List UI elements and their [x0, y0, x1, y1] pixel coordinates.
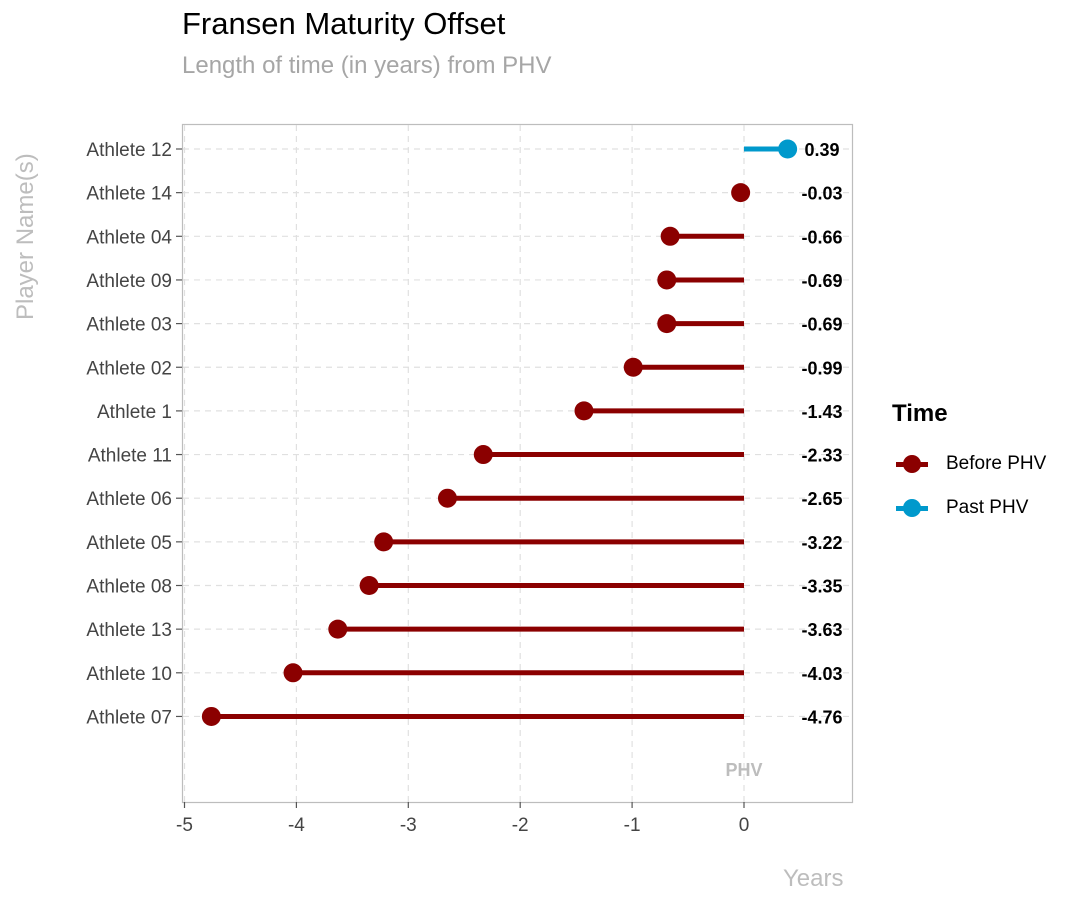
lollipop-dot: [201, 706, 221, 726]
y-tick-label: Athlete 09: [86, 271, 172, 292]
legend-label-past-phv: Past PHV: [946, 497, 1029, 518]
lollipop-dot: [657, 314, 677, 334]
value-label: 0.39: [804, 140, 839, 160]
chart-subtitle: Length of time (in years) from PHV: [182, 52, 552, 79]
value-label: -4.03: [801, 664, 842, 684]
value-label: -3.22: [801, 533, 842, 553]
value-label: -2.65: [801, 489, 842, 509]
legend-item-before-phv: Before PHV: [892, 442, 1046, 486]
y-tick-label: Athlete 1: [97, 402, 172, 423]
legend-key-before-phv: [892, 454, 932, 474]
lollipop-dot: [283, 663, 303, 683]
y-tick-label: Athlete 10: [86, 664, 172, 685]
legend: Time Before PHV Past PHV: [892, 400, 1046, 530]
lollipop-dot: [437, 488, 457, 508]
value-label: -0.69: [801, 271, 842, 291]
legend-key-past-phv: [892, 498, 932, 518]
y-axis-title-text: Player Name(s): [12, 153, 39, 320]
value-label: -4.76: [801, 707, 842, 727]
y-tick-label: Athlete 11: [88, 446, 172, 467]
value-label: -3.35: [801, 577, 842, 597]
x-tick-label: -2: [512, 815, 529, 836]
x-tick-label: -4: [288, 815, 305, 836]
lollipop-dot: [623, 357, 643, 377]
value-label: -3.63: [801, 620, 842, 640]
lollipop-dot: [328, 619, 348, 639]
lollipop-dot: [660, 226, 680, 246]
y-tick-label: Athlete 06: [86, 489, 172, 510]
value-label: -0.69: [801, 315, 842, 335]
legend-item-past-phv: Past PHV: [892, 486, 1046, 530]
x-tick-label: -3: [400, 815, 417, 836]
y-tick-label: Athlete 05: [86, 533, 172, 554]
y-tick-label: Athlete 08: [86, 577, 172, 598]
y-tick-label: Athlete 02: [86, 358, 172, 379]
value-label: -0.66: [801, 227, 842, 247]
y-tick-label: Athlete 07: [86, 707, 172, 728]
chart-title: Fransen Maturity Offset: [182, 6, 506, 41]
y-tick-label: Athlete 14: [86, 184, 172, 205]
plot-panel-border: [181, 123, 854, 804]
x-tick-label: -5: [176, 815, 193, 836]
y-axis-title: Player Name(s): [8, 153, 48, 360]
y-tick-label: Athlete 03: [86, 315, 172, 336]
lollipop-dot: [731, 183, 751, 203]
value-label: -2.33: [801, 446, 842, 466]
x-tick-label: -1: [624, 815, 641, 836]
legend-label-before-phv: Before PHV: [946, 453, 1047, 474]
legend-title: Time: [892, 400, 948, 427]
value-label: -1.43: [801, 402, 842, 422]
x-tick-label: 0: [739, 815, 750, 836]
y-tick-label: Athlete 13: [86, 620, 172, 641]
y-tick-label: Athlete 12: [86, 140, 172, 161]
y-tick-label: Athlete 04: [86, 227, 172, 248]
value-label: -0.99: [801, 358, 842, 378]
lollipop-dot: [473, 445, 493, 465]
lollipop-dot: [359, 576, 379, 595]
value-label: -0.03: [801, 184, 842, 204]
phv-annotation: PHV: [725, 760, 762, 780]
lollipop-dot: [778, 139, 798, 159]
lollipop-dot: [374, 532, 394, 552]
lollipop-dot: [657, 270, 677, 290]
lollipop-dot: [574, 401, 594, 421]
x-axis-title: Years: [783, 865, 844, 892]
